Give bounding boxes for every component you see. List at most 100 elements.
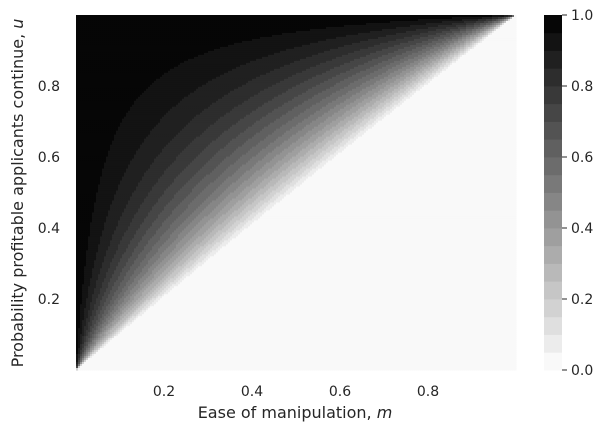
heatmap-cell: [114, 15, 117, 18]
heatmap-cell: [478, 16, 481, 20]
heatmap-cell: [102, 16, 105, 20]
heatmap-cell: [162, 18, 165, 22]
heatmap-cell: [216, 20, 219, 24]
heatmap-cell: [358, 15, 361, 18]
heatmap-cell: [234, 30, 237, 34]
heatmap-cell: [470, 18, 473, 22]
heatmap-cell: [486, 18, 489, 22]
heatmap-cell: [210, 28, 213, 32]
heatmap-cell: [480, 28, 483, 32]
heatmap-cell: [180, 16, 183, 20]
heatmap-cell: [332, 24, 335, 28]
heatmap-cell: [512, 28, 515, 32]
heatmap-cell: [178, 22, 181, 26]
heatmap-cell: [504, 28, 507, 32]
heatmap-cell: [258, 16, 261, 20]
heatmap-cell: [254, 16, 257, 20]
heatmap-cell: [364, 30, 367, 34]
heatmap-cell: [462, 15, 465, 18]
heatmap-cell: [280, 18, 283, 22]
heatmap-cell: [78, 16, 81, 20]
heatmap-cell: [324, 26, 327, 30]
heatmap-cell: [460, 30, 463, 34]
heatmap-cell: [384, 30, 387, 34]
heatmap-cell: [348, 24, 351, 28]
heatmap-cell: [112, 26, 115, 30]
heatmap-cell: [396, 24, 399, 28]
heatmap-cell: [480, 20, 483, 24]
heatmap-cell: [236, 24, 239, 28]
heatmap-cell: [382, 15, 385, 18]
heatmap-cell: [434, 16, 437, 20]
heatmap-cell: [206, 18, 209, 22]
heatmap-cell: [492, 20, 495, 24]
heatmap-cell: [330, 24, 333, 28]
heatmap-cell: [304, 30, 307, 34]
heatmap-cell: [452, 16, 455, 20]
heatmap-cell: [204, 30, 207, 34]
heatmap-cell: [234, 16, 237, 20]
heatmap-cell: [356, 28, 359, 32]
heatmap-cell: [212, 22, 215, 26]
heatmap-cell: [190, 20, 193, 24]
heatmap-cell: [314, 30, 317, 34]
heatmap-cell: [92, 28, 95, 32]
heatmap-cell: [370, 24, 373, 28]
heatmap-cell: [200, 16, 203, 20]
heatmap-cell: [142, 15, 145, 18]
heatmap-cell: [424, 15, 427, 18]
heatmap-cell: [164, 16, 167, 20]
heatmap-cell: [334, 16, 337, 20]
heatmap-cell: [182, 24, 185, 28]
heatmap-cell: [276, 30, 279, 34]
heatmap-cell: [120, 20, 123, 24]
heatmap-cell: [344, 24, 347, 28]
heatmap-cell: [418, 15, 421, 18]
heatmap-cell: [144, 24, 147, 28]
heatmap-cell: [104, 26, 107, 30]
heatmap-cell: [346, 26, 349, 30]
heatmap-cell: [296, 15, 299, 18]
heatmap-cell: [158, 15, 161, 18]
heatmap-cell: [370, 30, 373, 34]
heatmap-cell: [218, 20, 221, 24]
heatmap-cell: [388, 26, 391, 30]
heatmap-cell: [266, 26, 269, 30]
heatmap-cell: [156, 22, 159, 26]
heatmap-cell: [174, 22, 177, 26]
heatmap-cell: [230, 15, 233, 18]
heatmap-cell: [290, 22, 293, 26]
heatmap-cell: [396, 26, 399, 30]
heatmap-cell: [486, 20, 489, 24]
heatmap-cell: [242, 30, 245, 34]
heatmap-cell: [278, 16, 281, 20]
heatmap-cell: [124, 24, 127, 28]
heatmap-cell: [262, 15, 265, 18]
heatmap-cell: [432, 24, 435, 28]
heatmap-cell: [134, 16, 137, 20]
heatmap-cell: [182, 15, 185, 18]
heatmap-cell: [330, 16, 333, 20]
heatmap-cell: [428, 16, 431, 20]
heatmap-cell: [378, 20, 381, 24]
heatmap-cell: [174, 18, 177, 22]
heatmap-cell: [460, 18, 463, 22]
heatmap-cell: [344, 22, 347, 26]
heatmap-cell: [456, 20, 459, 24]
heatmap-cell: [226, 28, 229, 32]
heatmap-cell: [172, 30, 175, 34]
heatmap-cell: [234, 22, 237, 26]
heatmap-cell: [324, 24, 327, 28]
heatmap-cell: [368, 22, 371, 26]
heatmap-cell: [348, 22, 351, 26]
heatmap-cell: [442, 30, 445, 34]
heatmap-cell: [254, 24, 257, 28]
heatmap-cell: [504, 20, 507, 24]
heatmap-cell: [412, 22, 415, 26]
heatmap-cell: [234, 24, 237, 28]
heatmap-cell: [336, 18, 339, 22]
heatmap-cell: [234, 18, 237, 22]
heatmap-cell: [452, 15, 455, 18]
heatmap-cell: [482, 20, 485, 24]
heatmap-cell: [100, 26, 103, 30]
